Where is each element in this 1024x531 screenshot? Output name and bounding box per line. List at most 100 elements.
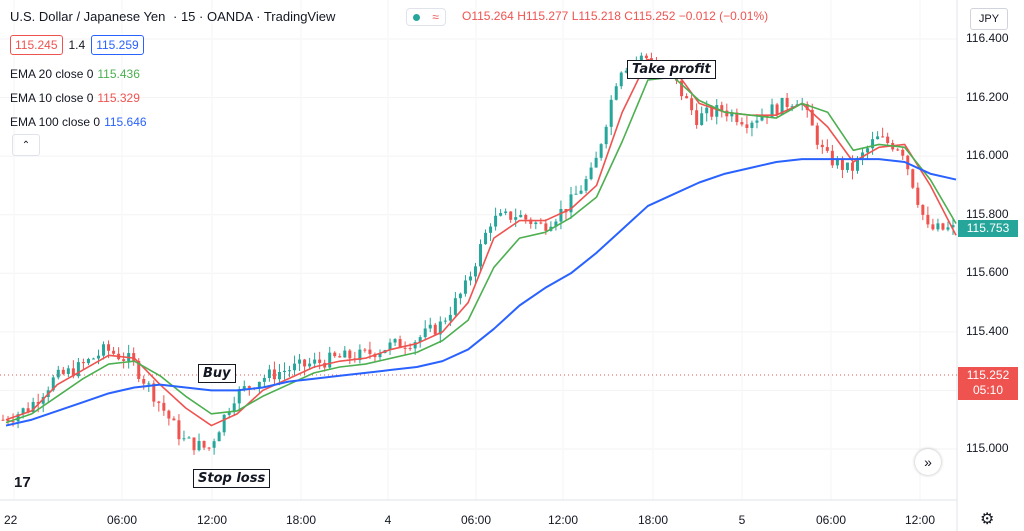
chart-grid — [0, 38, 957, 450]
symbol-name[interactable]: U.S. Dollar / Japanese Yen — [10, 9, 166, 24]
indicator-value: 115.646 — [104, 115, 147, 129]
candle-body — [680, 80, 684, 97]
candle-body — [147, 383, 151, 385]
indicator-value: 115.436 — [97, 67, 140, 81]
x-tick-label: 4 — [384, 513, 392, 527]
x-tick-label: 18:00 — [637, 513, 669, 527]
candle-body — [81, 362, 85, 364]
candle-body — [755, 120, 759, 123]
candle-body — [805, 104, 809, 110]
close-value: 115.252 — [632, 9, 676, 23]
interval-label[interactable]: 15 — [180, 9, 196, 24]
candle-body — [71, 368, 75, 377]
gear-icon[interactable]: ⚙ — [980, 511, 995, 528]
stop-loss-annotation[interactable]: Stop loss — [193, 469, 271, 488]
last-price-tag: 115.252 05:10 — [958, 367, 1018, 400]
candle-body — [775, 104, 779, 115]
buy-annotation[interactable]: Buy — [198, 364, 236, 383]
candle-body — [559, 208, 563, 222]
candle-body — [855, 157, 859, 171]
candle-body — [282, 370, 286, 372]
candle-body — [167, 410, 171, 419]
x-tick-label: 06:00 — [106, 513, 138, 527]
candle-body — [56, 369, 60, 378]
candle-body — [318, 359, 322, 363]
candle-body — [544, 223, 548, 231]
candle-body — [740, 122, 744, 125]
candle-body — [182, 438, 186, 440]
high-label: H — [517, 9, 526, 23]
candle-body — [886, 136, 890, 144]
close-label: C — [624, 9, 633, 23]
sell-price-button[interactable]: 115.245 — [10, 35, 63, 55]
candle-body — [735, 112, 739, 123]
candle-body — [494, 215, 498, 227]
candle-body — [489, 226, 493, 233]
x-tick-label: 12:00 — [904, 513, 936, 527]
y-tick-label: 115.600 — [966, 265, 1009, 280]
candle-body — [413, 342, 417, 349]
candle-body — [137, 360, 141, 379]
take-profit-annotation[interactable]: Take profit — [627, 60, 716, 79]
market-status-pill[interactable]: ≈ — [406, 8, 446, 26]
candle-body — [423, 328, 427, 338]
candle-body — [720, 105, 724, 111]
candle-body — [554, 221, 558, 227]
candle-body — [338, 356, 342, 358]
candle-body — [589, 167, 593, 180]
candle-body — [695, 110, 699, 126]
market-open-dot-icon — [413, 13, 421, 21]
candle-body — [343, 350, 347, 358]
indicator-value: 115.329 — [97, 91, 140, 105]
candle-body — [288, 370, 292, 372]
candle-body — [242, 386, 246, 390]
candle-body — [896, 149, 900, 151]
candle-body — [911, 169, 915, 188]
buy-price-button[interactable]: 115.259 — [91, 35, 144, 55]
candle-body — [197, 440, 201, 451]
indicator-ema10[interactable]: EMA 10 close 0 115.329 — [10, 91, 140, 105]
candle-body — [192, 437, 196, 451]
indicator-label: EMA 20 close 0 — [10, 67, 94, 81]
candle-body — [272, 369, 276, 380]
candle-body — [227, 412, 231, 415]
candle-body — [247, 386, 251, 388]
candle-body — [418, 337, 422, 343]
candle-body — [428, 324, 432, 329]
collapse-indicators-button[interactable]: ⌃ — [12, 134, 40, 156]
candle-body — [333, 352, 337, 357]
y-tick-label: 116.200 — [966, 89, 1009, 104]
candle-body — [207, 447, 211, 449]
scroll-to-realtime-button[interactable]: » — [915, 449, 941, 475]
candle-body — [403, 347, 407, 349]
candle-body — [599, 144, 603, 158]
candle-body — [408, 348, 412, 350]
candle-body — [453, 298, 457, 315]
candle-body — [504, 211, 508, 214]
candle-body — [473, 266, 477, 277]
candle-body — [514, 217, 518, 220]
tradingview-logo-icon[interactable]: 17 — [14, 474, 31, 491]
candle-body — [770, 104, 774, 118]
candle-body — [845, 162, 849, 170]
candle-body — [217, 432, 221, 442]
indicator-label: EMA 10 close 0 — [10, 91, 94, 105]
x-tick-label: 12:00 — [547, 513, 579, 527]
candle-body — [348, 350, 352, 359]
candle-body — [36, 402, 40, 404]
candle-body — [257, 381, 261, 389]
y-tick-label: 115.400 — [966, 323, 1009, 338]
spread-value: 1.4 — [68, 38, 86, 52]
y-tick-label: 116.400 — [966, 31, 1009, 45]
candle-body — [187, 437, 191, 439]
candle-body — [820, 144, 824, 148]
indicator-ema20[interactable]: EMA 20 close 0 115.436 — [10, 67, 140, 81]
bid-ask-panel: 115.245 1.4 115.259 — [10, 35, 144, 55]
last-price-value: 115.252 — [966, 368, 1010, 382]
candle-body — [308, 363, 312, 367]
candle-body — [790, 106, 794, 108]
currency-selector[interactable]: JPY — [970, 8, 1008, 30]
indicator-ema100[interactable]: EMA 100 close 0 115.646 — [10, 115, 147, 129]
candle-body — [262, 378, 266, 382]
